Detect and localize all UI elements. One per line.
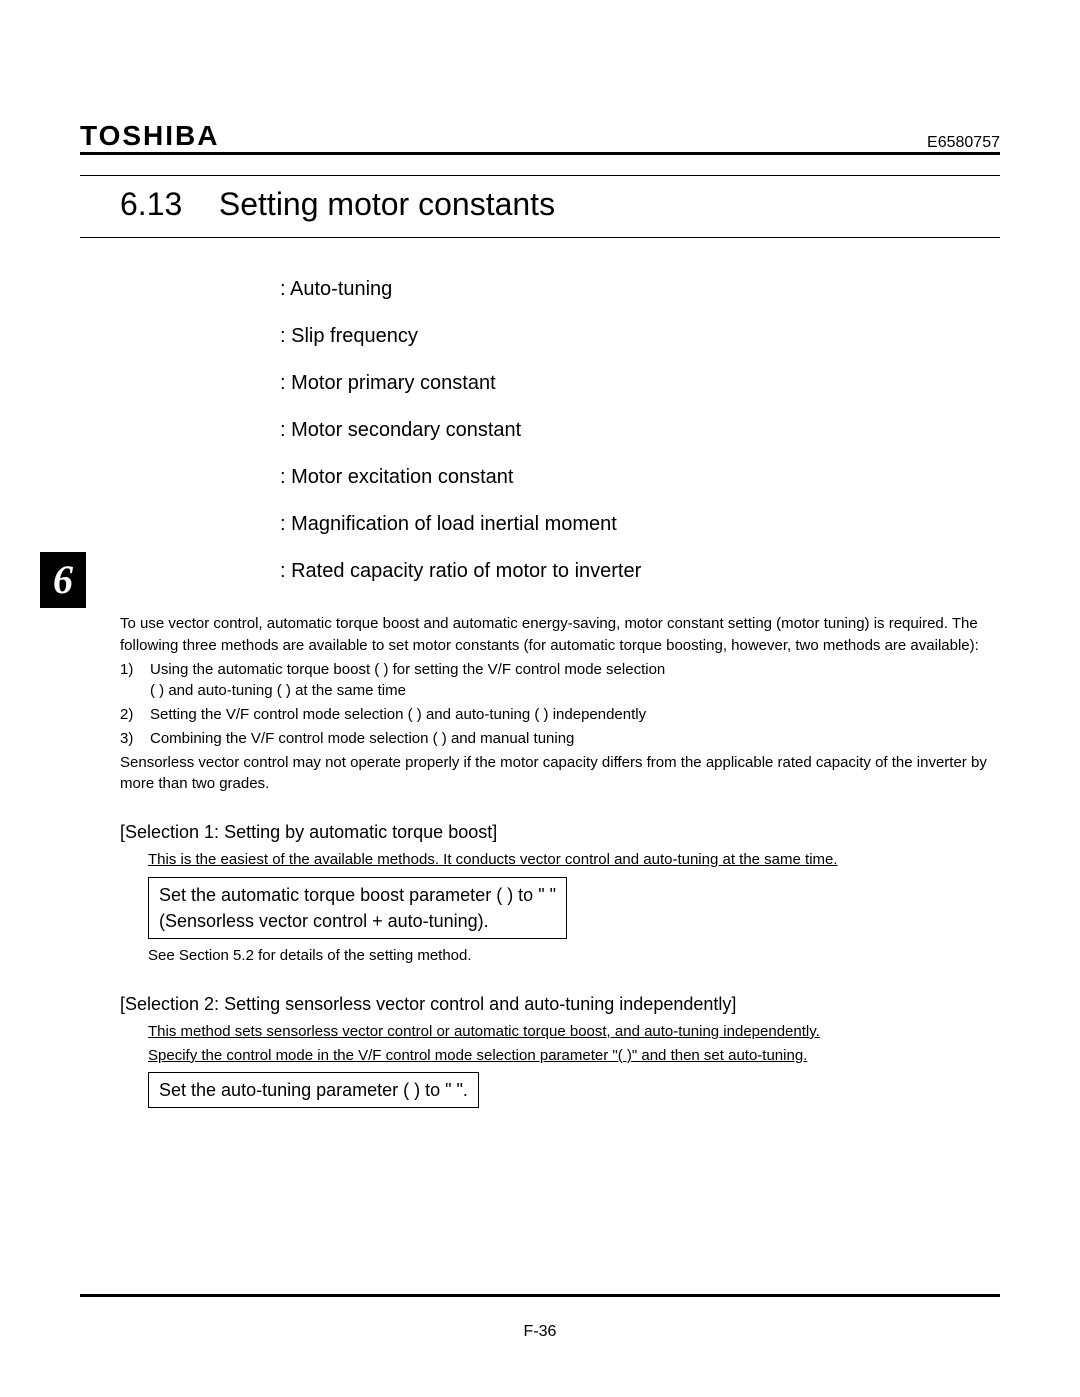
selection2-heading: [Selection 2: Setting sensorless vector …	[120, 991, 1000, 1017]
box-line: (Sensorless vector control + auto-tuning…	[159, 911, 489, 931]
selection1-note: See Section 5.2 for details of the setti…	[148, 945, 1000, 967]
selection1-box: Set the automatic torque boost parameter…	[148, 877, 567, 939]
parameter-list: : Auto-tuning : Slip frequency : Motor p…	[280, 278, 1000, 583]
selection2-desc2: Specify the control mode in the V/F cont…	[148, 1045, 1000, 1067]
selection1-heading: [Selection 1: Setting by automatic torqu…	[120, 819, 1000, 845]
list-text: Using the automatic torque boost ( ) for…	[150, 661, 665, 678]
list-num: 1)	[120, 659, 150, 703]
selection2-desc1: This method sets sensorless vector contr…	[148, 1021, 1000, 1043]
note-paragraph: Sensorless vector control may not operat…	[120, 752, 1000, 796]
body-content: To use vector control, automatic torque …	[120, 613, 1000, 1108]
brand-logo: TOSHIBA	[80, 120, 220, 152]
intro-paragraph: To use vector control, automatic torque …	[120, 613, 1000, 657]
section-number: 6.13	[120, 186, 210, 223]
selection2-box: Set the auto-tuning parameter ( ) to " "…	[148, 1072, 479, 1108]
section-title-text: Setting motor constants	[219, 186, 555, 222]
page-number: F-36	[0, 1323, 1080, 1341]
param-item: : Motor primary constant	[280, 372, 1000, 395]
header-rule	[80, 152, 1000, 155]
param-item: : Rated capacity ratio of motor to inver…	[280, 560, 1000, 583]
document-number: E6580757	[927, 134, 1000, 152]
list-text: Setting the V/F control mode selection (…	[150, 704, 1000, 726]
param-item: : Magnification of load inertial moment	[280, 513, 1000, 536]
footer-rule	[80, 1294, 1000, 1297]
list-num: 3)	[120, 728, 150, 750]
param-item: : Motor excitation constant	[280, 466, 1000, 489]
param-item: : Motor secondary constant	[280, 419, 1000, 442]
section-title-bar: 6.13 Setting motor constants	[80, 175, 1000, 238]
list-subtext: ( ) and auto-tuning ( ) at the same time	[150, 682, 406, 699]
param-item: : Slip frequency	[280, 325, 1000, 348]
chapter-badge: 6	[40, 552, 86, 608]
list-text: Combining the V/F control mode selection…	[150, 728, 1000, 750]
param-item: : Auto-tuning	[280, 278, 1000, 301]
selection1-desc: This is the easiest of the available met…	[148, 849, 1000, 871]
box-line: Set the automatic torque boost parameter…	[159, 885, 556, 905]
list-num: 2)	[120, 704, 150, 726]
